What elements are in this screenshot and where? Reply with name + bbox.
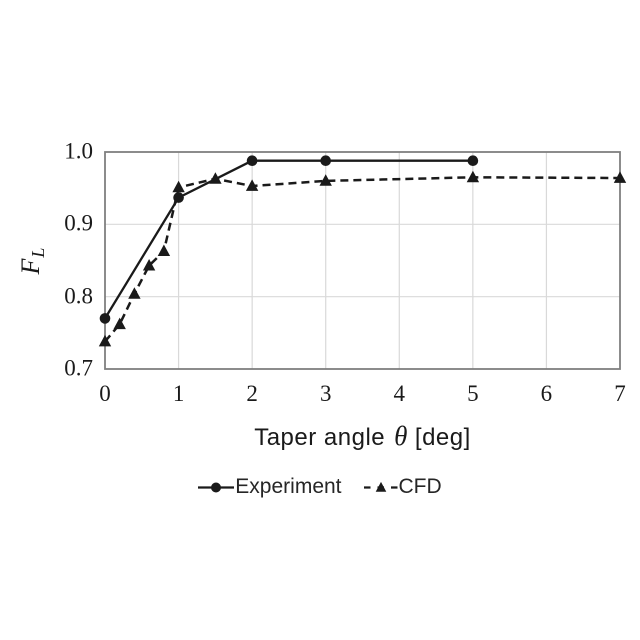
x-tick-label-4: 4 xyxy=(393,381,406,406)
x-tick-label-1: 1 xyxy=(172,381,185,406)
cfd-marker xyxy=(466,170,480,183)
cfd-marker xyxy=(142,259,156,271)
experiment-marker xyxy=(320,155,332,166)
cfd-marker xyxy=(98,334,112,347)
x-tick-label-2: 2 xyxy=(246,381,258,406)
cfd-marker xyxy=(209,172,222,184)
cfd-marker xyxy=(319,174,332,186)
cfd-line xyxy=(104,176,621,343)
x-axis-title-text: Taper angle xyxy=(254,424,386,451)
cfd-marker xyxy=(113,317,126,330)
x-tick-label-6: 6 xyxy=(540,381,553,406)
x-tick-label-7: 7 xyxy=(614,381,626,406)
y-axis-subscript: L xyxy=(28,247,48,258)
experiment-marker xyxy=(99,313,111,324)
cfd-marker xyxy=(157,244,171,256)
theta-symbol: θ xyxy=(394,421,408,451)
experiment-marker xyxy=(246,155,258,166)
legend-item-experiment: Experiment xyxy=(198,475,342,499)
cfd-marker xyxy=(172,180,185,193)
y-axis-symbol: F xyxy=(16,258,45,275)
experiment-legend-marker xyxy=(211,482,222,492)
cfd-marker xyxy=(128,287,141,299)
experiment-marker xyxy=(467,155,479,166)
legend-label-experiment: Experiment xyxy=(235,475,342,498)
y-tick-label-1-0: 1.0 xyxy=(64,138,93,164)
cfd-line-marker-icon xyxy=(363,481,398,492)
y-tick-label-0-9: 0.9 xyxy=(64,210,93,236)
x-tick-label-5: 5 xyxy=(467,381,479,406)
cfd-legend-marker xyxy=(375,481,386,492)
y-axis-title: FL xyxy=(16,247,48,275)
legend-item-cfd: CFD xyxy=(363,475,442,499)
legend-label-cfd: CFD xyxy=(398,475,442,498)
x-tick-label-0: 0 xyxy=(99,381,111,406)
plot-border xyxy=(104,151,621,370)
y-tick-label-0-8: 0.8 xyxy=(64,283,93,309)
legend: Experiment CFD xyxy=(0,475,640,499)
x-tick-label-3: 3 xyxy=(319,381,332,406)
cfd-marker xyxy=(613,171,627,183)
y-tick-label-0-7: 0.7 xyxy=(64,355,93,381)
cfd-marker xyxy=(245,179,259,191)
x-axis-title: Taper angle θ [deg] xyxy=(105,421,620,452)
x-axis-title-unit: [deg] xyxy=(414,424,471,451)
experiment-line-marker-icon xyxy=(198,482,235,492)
